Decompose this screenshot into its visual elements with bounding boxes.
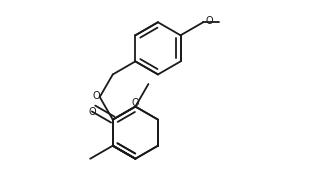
Text: O: O: [132, 98, 139, 108]
Text: O: O: [205, 16, 213, 26]
Text: O: O: [88, 108, 96, 117]
Text: O: O: [92, 91, 99, 101]
